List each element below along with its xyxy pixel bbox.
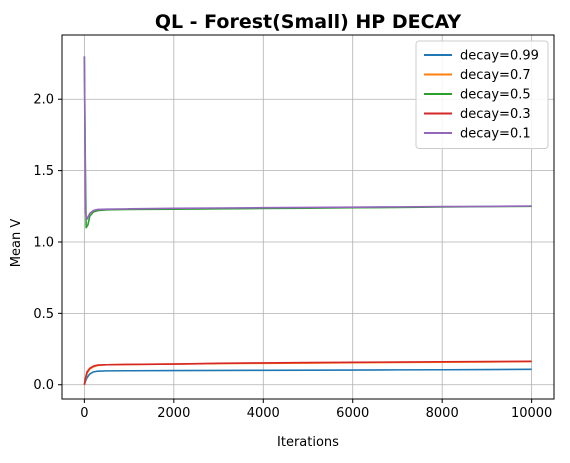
legend-label: decay=0.7 (460, 68, 531, 83)
y-tick-label: 1.5 (33, 164, 54, 179)
y-tick-label: 0.0 (33, 378, 54, 393)
axes-frame (61, 34, 555, 400)
legend-label: decay=0.99 (460, 49, 539, 64)
legend-label: decay=0.3 (460, 107, 531, 122)
x-axis-label: Iterations (277, 435, 339, 450)
legend-label: decay=0.5 (460, 88, 531, 103)
y-tick-label: 1.0 (33, 235, 54, 250)
y-tick-label: 2.0 (33, 93, 54, 108)
legend: decay=0.99 decay=0.7 decay=0.5 decay=0.3 dec… (415, 40, 549, 149)
x-tick-label: 0 (80, 406, 88, 421)
series-line-decay-0-99 (83, 368, 532, 385)
series-line-decay-0-1 (83, 56, 532, 220)
y-axis-label: Mean V (9, 219, 24, 268)
x-tick-label: 8000 (426, 406, 459, 421)
series-line-decay-0-3 (83, 360, 532, 385)
y-tick-label: 0.5 (33, 307, 54, 322)
x-tick-label: 2000 (157, 406, 190, 421)
chart-title: QL - Forest(Small) HP DECAY (155, 11, 462, 33)
x-tick-label: 10000 (511, 406, 552, 421)
legend-box (415, 40, 549, 149)
legend-label: decay=0.1 (460, 127, 531, 142)
x-tick-label: 6000 (336, 406, 369, 421)
x-tick-label: 4000 (247, 406, 280, 421)
